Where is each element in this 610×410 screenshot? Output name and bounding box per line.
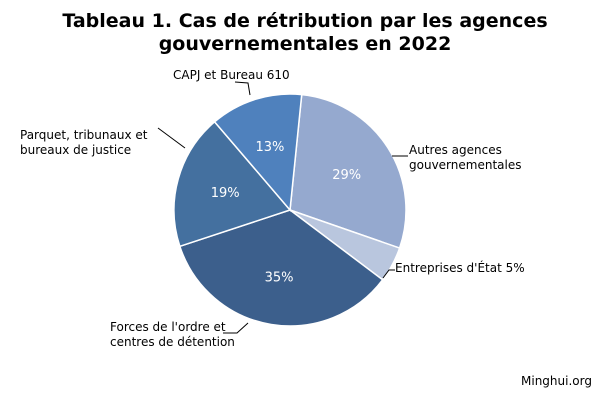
- label-forces-ordre: Forces de l'ordre et centres de détentio…: [110, 320, 235, 350]
- slice-value-label: 29%: [332, 168, 361, 183]
- pie-slice: [178, 209, 384, 327]
- pie-slice: [213, 93, 303, 212]
- label-line: Forces de l'ordre et: [110, 320, 226, 334]
- label-autres-agences: Autres agences gouvernementales: [409, 143, 521, 173]
- label-entreprises: Entreprises d'État 5%: [395, 261, 525, 276]
- slice-value-label: 19%: [211, 186, 240, 201]
- slice-value-label: 13%: [255, 140, 284, 155]
- label-line: Entreprises d'État 5%: [395, 261, 525, 275]
- label-line: Autres agences: [409, 143, 502, 157]
- source-label: Minghui.org: [521, 374, 592, 388]
- leader-line: [234, 81, 251, 96]
- label-line: Parquet, tribunaux et: [20, 128, 148, 142]
- pie-slice: [289, 93, 407, 250]
- leader-line: [382, 269, 395, 279]
- label-line: centres de détention: [110, 335, 235, 349]
- label-parquet: Parquet, tribunaux et bureaux de justice: [20, 128, 147, 158]
- label-line: gouvernementales: [409, 158, 522, 172]
- leader-line: [223, 322, 249, 334]
- title-line-1: Tableau 1. Cas de rétribution par les ag…: [62, 10, 548, 32]
- pie-slice: [173, 120, 292, 248]
- leader-line: [157, 127, 186, 149]
- slice-value-label: 35%: [265, 270, 294, 285]
- label-capj: CAPJ et Bureau 610: [173, 68, 290, 83]
- label-line: bureaux de justice: [20, 143, 132, 157]
- label-line: CAPJ et Bureau 610: [173, 68, 290, 82]
- title-line-2: gouvernementales en 2022: [158, 33, 452, 55]
- chart-title: Tableau 1. Cas de rétribution par les ag…: [0, 10, 610, 56]
